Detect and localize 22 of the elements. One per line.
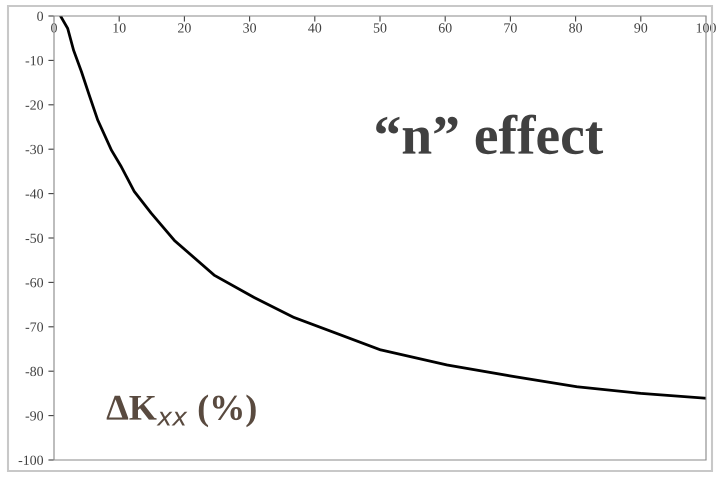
y-tick-label: -90 — [26, 411, 44, 421]
annotation: “n” effect — [376, 114, 604, 154]
y-tick-label: -80 — [26, 366, 44, 376]
x-tick-label: 10 — [113, 23, 126, 33]
x-tick-label: 70 — [504, 23, 517, 33]
annotation: ΔK$_{xx}$ (%) — [106, 394, 256, 428]
y-tick-label: -50 — [26, 234, 44, 243]
y-tick-label: -70 — [26, 322, 44, 332]
x-tick-label: 60 — [438, 23, 452, 33]
x-tick-label: 50 — [374, 23, 386, 33]
x-tick-label: 90 — [634, 23, 648, 33]
x-tick-label: 40 — [308, 23, 322, 33]
y-tick-label: -30 — [26, 144, 44, 154]
x-tick-label: 30 — [243, 23, 256, 33]
y-tick-label: -20 — [26, 100, 44, 110]
y-tick-label: -40 — [26, 189, 44, 199]
y-tick-label: -10 — [26, 56, 44, 66]
x-tick-label: 20 — [178, 23, 191, 33]
y-tick-label: 0 — [37, 12, 44, 21]
y-tick-label: -100 — [18, 456, 44, 465]
x-tick-label: 80 — [569, 23, 582, 33]
y-tick-label: -60 — [26, 278, 44, 288]
